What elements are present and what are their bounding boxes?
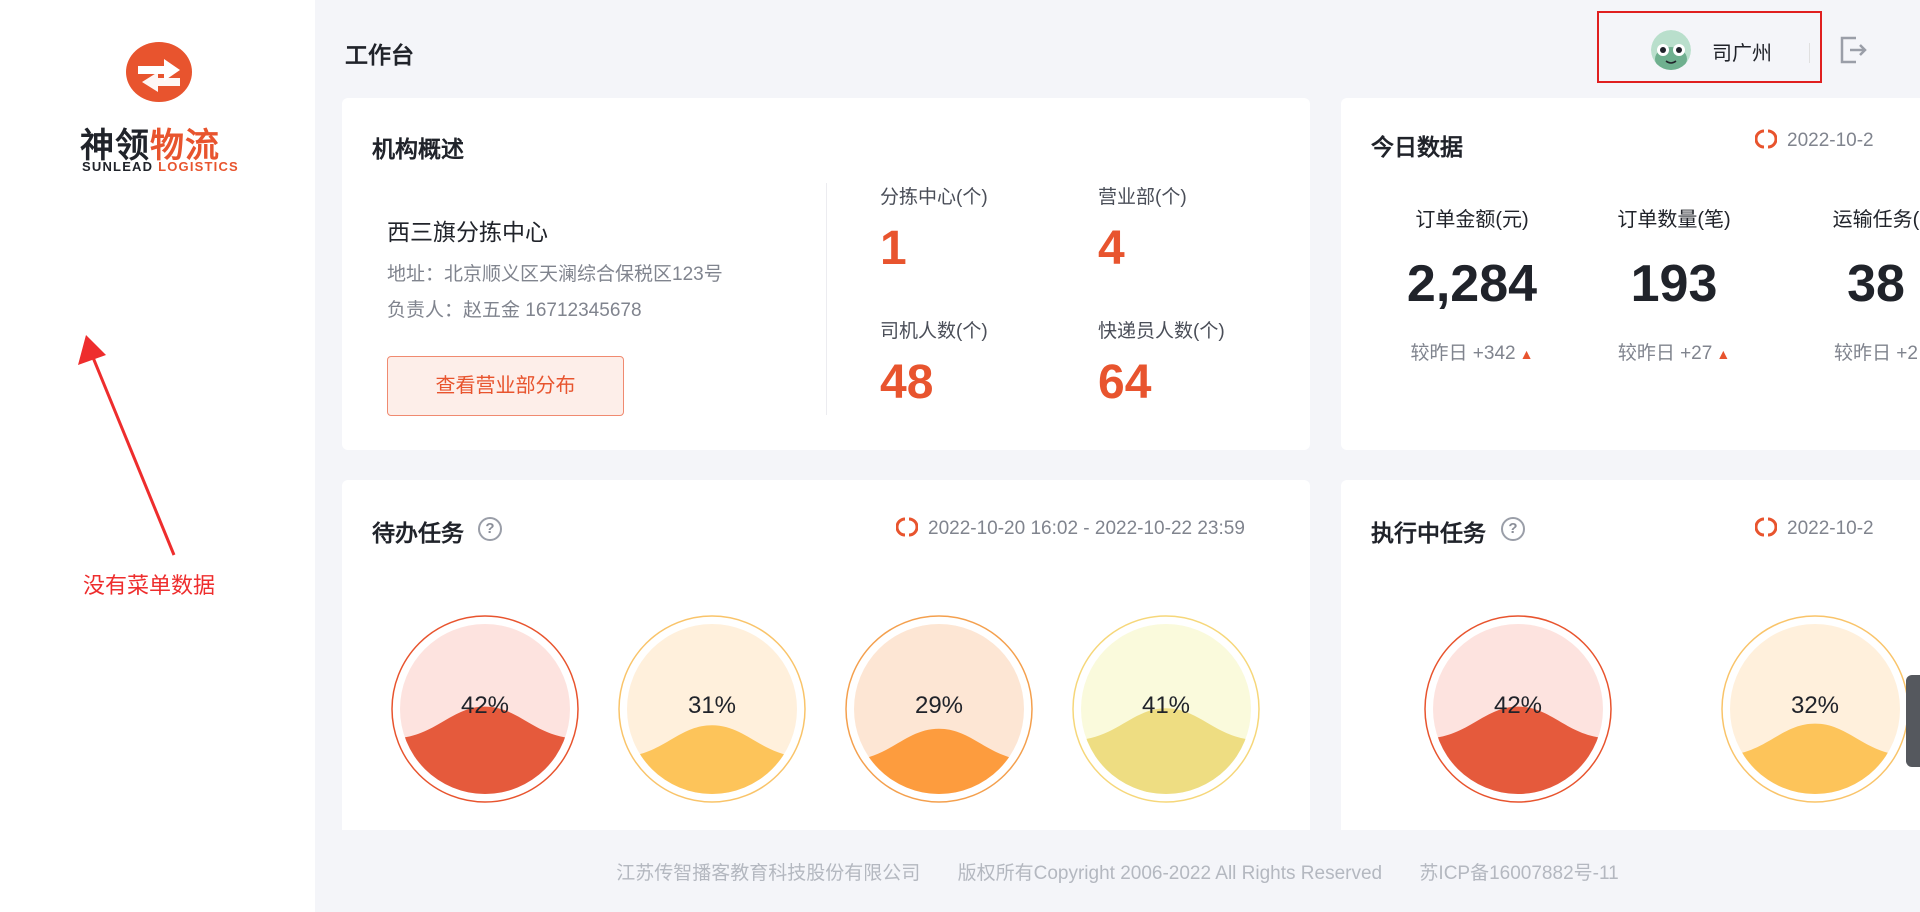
- refresh-icon[interactable]: [1754, 516, 1778, 538]
- pending-tasks-card: 待办任务 ? 2022-10-20 16:02 - 2022-10-22 23:…: [342, 480, 1310, 830]
- stat-couriers: 快递员人数(个) 64: [1098, 316, 1225, 410]
- refresh-icon[interactable]: [895, 516, 919, 538]
- today-label: 运输任务(: [1832, 209, 1920, 231]
- logout-icon[interactable]: [1838, 34, 1868, 66]
- stat-value: 4: [1098, 222, 1125, 275]
- today-col-orders: 订单数量(笔) 193 较昨日 +27 ▲: [1589, 203, 1759, 365]
- view-branches-button[interactable]: 查看营业部分布: [387, 356, 624, 416]
- refresh-text: 2022-10-2: [1787, 518, 1874, 539]
- user-name[interactable]: 司广州: [1712, 43, 1772, 65]
- side-widget-handle[interactable]: [1906, 675, 1920, 767]
- footer: 江苏传智播客教育科技股份有限公司 版权所有Copyright 2006-2022…: [315, 858, 1920, 885]
- org-manager: 负责人：赵五金 16712345678: [387, 300, 642, 321]
- stat-branch: 营业部(个) 4: [1098, 182, 1187, 276]
- today-col-amount: 订单金额(元) 2,284 较昨日 +342 ▲: [1387, 203, 1557, 365]
- gauge-percent: 32%: [1790, 692, 1840, 719]
- gauge-percent: 41%: [1141, 692, 1191, 719]
- gauge-percent: 42%: [460, 692, 510, 719]
- gauge-ring: [1424, 615, 1612, 803]
- today-value: 2,284: [1406, 255, 1538, 313]
- stat-value: 48: [880, 356, 934, 409]
- stat-value: 1: [880, 222, 907, 275]
- annotation-arrow-icon: [78, 335, 176, 556]
- logo-text-en: SUNLEAD LOGISTICS: [82, 159, 239, 174]
- divider: [826, 183, 827, 415]
- org-address: 地址：北京顺义区天澜综合保税区123号: [387, 264, 723, 285]
- today-label: 订单金额(元): [1415, 209, 1529, 231]
- stat-label: 快递员人数(个): [1098, 321, 1225, 342]
- today-label: 订单数量(笔): [1617, 209, 1731, 231]
- task-gauge: 31%: [617, 614, 807, 804]
- footer-company: 江苏传智播客教育科技股份有限公司: [616, 863, 921, 884]
- page-title: 工作台: [345, 42, 414, 68]
- stat-drivers: 司机人数(个) 48: [880, 316, 988, 410]
- today-col-transport: 运输任务( 38 较昨日 +2: [1791, 203, 1920, 365]
- stat-label: 司机人数(个): [880, 321, 988, 342]
- card-title: 今日数据: [1371, 134, 1463, 160]
- stat-label: 分拣中心(个): [880, 187, 988, 208]
- refresh-text: 2022-10-20 16:02 - 2022-10-22 23:59: [928, 518, 1245, 539]
- gauge-percent: 42%: [1493, 692, 1543, 719]
- refresh-text: 2022-10-2: [1787, 130, 1874, 151]
- today-compare: 较昨日 +342 ▲: [1410, 343, 1534, 364]
- card-title: 待办任务: [372, 520, 464, 546]
- refresh-icon[interactable]: [1754, 128, 1778, 150]
- user-divider: [1809, 43, 1810, 63]
- task-gauge: 32%: [1720, 614, 1910, 804]
- up-arrow-icon: ▲: [1519, 346, 1534, 362]
- footer-icp[interactable]: 苏ICP备16007882号-11: [1419, 863, 1619, 884]
- refresh-range[interactable]: 2022-10-2: [1754, 516, 1874, 540]
- logo-mark-icon: [126, 42, 192, 102]
- gauge-percent: 29%: [914, 692, 964, 719]
- footer-copyright: 版权所有Copyright 2006-2022 All Rights Reser…: [957, 863, 1383, 884]
- sidebar: 神领物流 SUNLEAD LOGISTICS 没有菜单数据: [0, 0, 315, 912]
- help-icon[interactable]: ?: [478, 517, 502, 541]
- annotation-text: 没有菜单数据: [83, 573, 216, 598]
- refresh-range[interactable]: 2022-10-2: [1754, 128, 1874, 152]
- gauge-ring: [391, 615, 579, 803]
- help-icon[interactable]: ?: [1501, 517, 1525, 541]
- today-data-card: 今日数据 2022-10-2 订单金额(元) 2,284 较昨日 +342 ▲ 订…: [1341, 98, 1920, 450]
- logo-text-cn: 神领物流: [80, 127, 220, 165]
- executing-tasks-card: 执行中任务 ? 2022-10-2 42% 32%: [1341, 480, 1920, 830]
- avatar[interactable]: [1651, 30, 1691, 70]
- user-menu[interactable]: 司广州: [1597, 11, 1822, 83]
- task-gauge: 29%: [844, 614, 1034, 804]
- stat-label: 营业部(个): [1098, 187, 1187, 208]
- gauge-ring: [1072, 615, 1260, 803]
- org-name: 西三旗分拣中心: [387, 219, 548, 245]
- gauge-ring: [845, 615, 1033, 803]
- today-value: 38: [1847, 255, 1905, 313]
- card-title: 机构概述: [372, 136, 464, 162]
- today-compare: 较昨日 +27 ▲: [1617, 343, 1731, 364]
- stat-value: 64: [1098, 356, 1152, 409]
- gauge-percent: 31%: [687, 692, 737, 719]
- up-arrow-icon: ▲: [1716, 346, 1731, 362]
- today-value: 193: [1630, 255, 1718, 313]
- frog-avatar-icon: [1651, 30, 1691, 70]
- card-title: 执行中任务: [1371, 520, 1486, 546]
- stat-sorting-center: 分拣中心(个) 1: [880, 182, 988, 276]
- today-compare: 较昨日 +2: [1834, 343, 1918, 364]
- task-gauge: 42%: [390, 614, 580, 804]
- refresh-range[interactable]: 2022-10-20 16:02 - 2022-10-22 23:59: [895, 516, 1245, 540]
- task-gauge: 42%: [1423, 614, 1613, 804]
- org-overview-card: 机构概述 西三旗分拣中心 地址：北京顺义区天澜综合保税区123号 负责人：赵五金…: [342, 98, 1310, 450]
- task-gauge: 41%: [1071, 614, 1261, 804]
- gauge-ring: [618, 615, 806, 803]
